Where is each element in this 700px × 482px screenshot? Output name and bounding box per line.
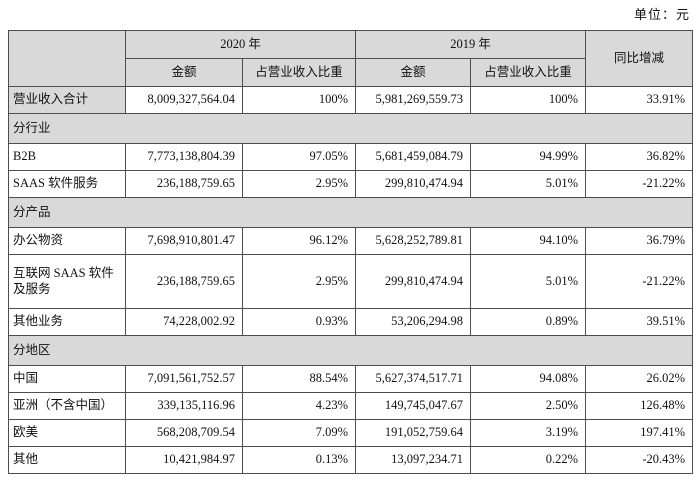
section-label: 分行业 [7,113,694,144]
ratio-2020-cell: 100% [241,86,357,114]
table-row: 互联网 SAAS 软件及服务 236,188,759.65 2.95% 299,810… [8,254,694,309]
year-2020-header: 2020 年 [124,30,357,59]
corner-cell [8,30,126,87]
amount-2019-cell: 5,681,459,084.79 [355,143,472,171]
yoy-change-cell: -21.22% [585,254,694,309]
table-row: 其他业务 74,228,002.92 0.93% 53,206,294.98 0.89%… [8,308,694,336]
row-label-cell: 互联网 SAAS 软件及服务 [8,254,126,309]
section-row: 分地区 [7,335,694,366]
table-row: 亚洲（不含中国） 339,135,116.96 4.23% 149,745,047.6… [8,392,694,420]
row-label-cell: 营业收入合计 [8,86,126,114]
amount-2019-cell: 5,981,269,559.73 [355,86,472,114]
amount-2020-cell: 7,091,561,752.57 [125,365,243,393]
ratio-2019-cell: 0.22% [470,446,587,474]
amount-2019-header: 金额 [355,58,472,87]
yoy-change-cell: 33.91% [585,86,694,114]
row-label-cell: B2B [8,143,126,171]
row-label-cell: 其他业务 [8,308,126,336]
yoy-change-cell: 39.51% [585,308,694,336]
row-label-cell: 办公物资 [8,227,126,255]
amount-2019-cell: 149,745,047.67 [355,392,472,420]
row-label-cell: 亚洲（不含中国） [8,392,126,420]
yoy-change-cell: 36.82% [585,143,694,171]
ratio-2020-cell: 4.23% [241,392,357,420]
ratio-2020-cell: 97.05% [241,143,357,171]
ratio-2019-cell: 0.89% [470,308,587,336]
revenue-breakdown-table: 2020 年 2019 年 同比增减 金额 占营业收入比重 金额 占营业收入比重… [7,30,694,474]
ratio-2020-header: 占营业收入比重 [241,58,357,87]
amount-2020-cell: 568,208,709.54 [125,419,243,447]
amount-2020-cell: 10,421,984.97 [125,446,243,474]
table-body: 营业收入合计 8,009,327,564.04 100% 5,981,269,559.… [7,86,694,474]
row-label-cell: 欧美 [8,419,126,447]
amount-2019-cell: 5,627,374,517.71 [355,365,472,393]
table-row: 其他 10,421,984.97 0.13% 13,097,234.71 0.22% -2… [8,446,694,474]
section-row: 分产品 [7,197,694,228]
amount-2019-cell: 5,628,252,789.81 [355,227,472,255]
amount-2020-cell: 7,698,910,801.47 [125,227,243,255]
ratio-2020-cell: 2.95% [241,170,357,198]
table-row: B2B 7,773,138,804.39 97.05% 5,681,459,084.7… [8,143,694,171]
ratio-2020-cell: 96.12% [241,227,357,255]
row-label-cell: 其他 [8,446,126,474]
section-row: 分行业 [7,113,694,144]
ratio-2019-cell: 3.19% [470,419,587,447]
ratio-2020-cell: 88.54% [241,365,357,393]
table-row: 营业收入合计 8,009,327,564.04 100% 5,981,269,559.… [8,86,694,114]
amount-2020-header: 金额 [125,58,243,87]
table-row: SAAS 软件服务 236,188,759.65 2.95% 299,810,474.… [8,170,694,198]
ratio-2019-cell: 2.50% [470,392,587,420]
ratio-2019-cell: 5.01% [470,170,587,198]
header-row-years: 2020 年 2019 年 同比增减 [8,30,694,87]
amount-2019-cell: 53,206,294.98 [355,308,472,336]
amount-2020-cell: 339,135,116.96 [125,392,243,420]
section-label: 分产品 [7,197,694,228]
section-label: 分地区 [7,335,694,366]
table-row: 办公物资 7,698,910,801.47 96.12% 5,628,252,789.… [8,227,694,255]
amount-2019-cell: 13,097,234.71 [355,446,472,474]
ratio-2020-cell: 0.93% [241,308,357,336]
row-label-cell: SAAS 软件服务 [8,170,126,198]
ratio-2019-cell: 5.01% [470,254,587,309]
table-header: 2020 年 2019 年 同比增减 金额 占营业收入比重 金额 占营业收入比重 [8,30,694,87]
amount-2019-cell: 299,810,474.94 [355,170,472,198]
unit-label: 单位：元 [633,7,690,22]
yoy-change-cell: -21.22% [585,170,694,198]
ratio-2019-cell: 100% [470,86,587,114]
amount-2020-cell: 7,773,138,804.39 [125,143,243,171]
table-row: 中国 7,091,561,752.57 88.54% 5,627,374,517.71… [8,365,694,393]
header-row-metrics: 金额 占营业收入比重 金额 占营业收入比重 [9,58,693,87]
yoy-change-cell: -20.43% [585,446,694,474]
yoy-change-cell: 197.41% [585,419,694,447]
table-row: 欧美 568,208,709.54 7.09% 191,052,759.64 3.19%… [8,419,694,447]
amount-2019-cell: 191,052,759.64 [355,419,472,447]
ratio-2019-cell: 94.99% [470,143,587,171]
ratio-2020-cell: 0.13% [241,446,357,474]
ratio-2019-header: 占营业收入比重 [470,58,587,87]
yoy-change-cell: 26.02% [585,365,694,393]
ratio-2019-cell: 94.08% [470,365,587,393]
ratio-2020-cell: 7.09% [241,419,357,447]
row-label-cell: 中国 [8,365,126,393]
year-2019-header: 2019 年 [355,30,587,59]
yoy-change-cell: 36.79% [585,227,694,255]
yoy-change-cell: 126.48% [585,392,694,420]
amount-2020-cell: 74,228,002.92 [125,308,243,336]
amount-2019-cell: 299,810,474.94 [355,254,472,309]
amount-2020-cell: 236,188,759.65 [125,170,243,198]
yoy-change-header: 同比增减 [585,30,694,87]
ratio-2019-cell: 94.10% [470,227,587,255]
amount-2020-cell: 8,009,327,564.04 [125,86,243,114]
amount-2020-cell: 236,188,759.65 [125,254,243,309]
ratio-2020-cell: 2.95% [241,254,357,309]
